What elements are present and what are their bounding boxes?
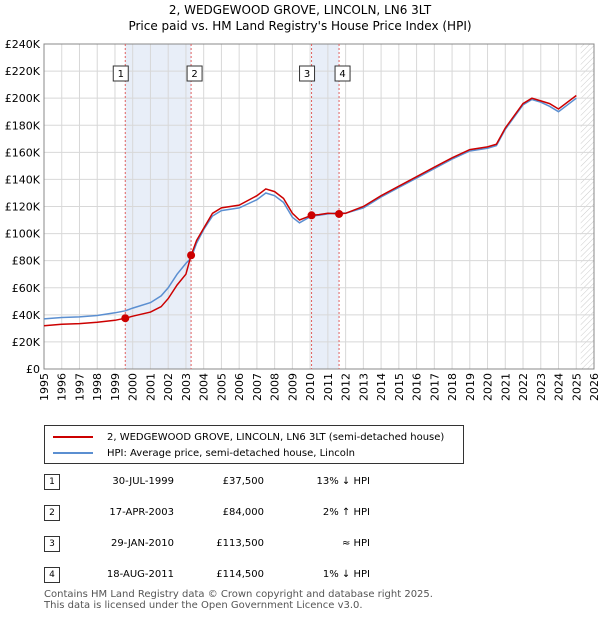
sale-row: 2 17-APR-2003 £84,000 2% ↑ HPI xyxy=(44,505,384,536)
legend-swatch-hpi xyxy=(53,452,93,454)
sale-point xyxy=(121,314,130,323)
sale-label-box xyxy=(186,65,203,82)
x-tick-label: 2010 xyxy=(304,373,317,401)
x-tick-label: 2023 xyxy=(535,373,548,401)
x-tick-label: 2015 xyxy=(393,373,406,401)
sale-price: £84,000 xyxy=(222,507,264,518)
sale-row: 3 29-JAN-2010 £113,500 ≈ HPI xyxy=(44,536,384,567)
x-tick-label: 2003 xyxy=(180,373,193,401)
legend-swatch-property xyxy=(53,436,93,438)
x-tick-label: 2026 xyxy=(588,373,600,401)
y-tick-label: £100K xyxy=(5,228,41,241)
y-tick-label: £200K xyxy=(5,92,41,105)
y-tick-label: £120K xyxy=(5,201,41,214)
title-line-1: 2, WEDGEWOOD GROVE, LINCOLN, LN6 3LT xyxy=(168,3,432,17)
x-tick-label: 1996 xyxy=(56,373,69,401)
sale-label-number: 4 xyxy=(339,69,345,80)
sale-number-badge: 3 xyxy=(44,536,60,552)
x-tick-label: 2006 xyxy=(233,373,246,401)
x-tick-label: 2011 xyxy=(322,373,335,401)
x-tick-label: 2004 xyxy=(198,373,211,401)
legend-item-property: 2, WEDGEWOOD GROVE, LINCOLN, LN6 3LT (se… xyxy=(53,430,444,444)
y-tick-label: £20K xyxy=(12,336,41,349)
sale-hpi-compare: 1% ↓ HPI xyxy=(322,569,370,580)
x-tick-label: 1998 xyxy=(91,373,104,401)
sale-date: 29-JAN-2010 xyxy=(110,538,174,549)
y-tick-label: £0 xyxy=(26,363,40,376)
y-tick-label: £60K xyxy=(12,282,41,295)
sale-label-number: 1 xyxy=(118,69,124,80)
y-tick-label: £80K xyxy=(12,255,41,268)
chart-title: 2, WEDGEWOOD GROVE, LINCOLN, LN6 3LT Pri… xyxy=(0,2,600,34)
x-tick-label: 2002 xyxy=(162,373,175,401)
sale-row: 4 18-AUG-2011 £114,500 1% ↓ HPI xyxy=(44,567,384,598)
sales-table: 1 30-JUL-1999 £37,500 13% ↓ HPI 2 17-APR… xyxy=(44,474,384,598)
x-tick-label: 2016 xyxy=(411,373,424,401)
y-tick-label: £140K xyxy=(5,173,41,186)
x-tick-label: 2018 xyxy=(446,373,459,401)
x-tick-label: 2017 xyxy=(428,373,441,401)
sale-price: £114,500 xyxy=(216,569,264,580)
sale-price: £37,500 xyxy=(222,476,264,487)
sale-hpi-compare: ≈ HPI xyxy=(341,538,370,549)
x-tick-label: 2005 xyxy=(215,373,228,401)
x-tick-label: 2024 xyxy=(553,373,566,401)
legend-label-hpi: HPI: Average price, semi-detached house,… xyxy=(107,447,356,459)
footer-line-1: Contains HM Land Registry data © Crown c… xyxy=(44,589,433,600)
y-tick-label: £240K xyxy=(5,38,41,51)
sale-row: 1 30-JUL-1999 £37,500 13% ↓ HPI xyxy=(44,474,384,505)
price-chart: £0 £20K £40K £60K £80K £100K £120K £140K £160K £1… xyxy=(5,38,600,401)
y-tick-label: £40K xyxy=(12,309,41,322)
x-tick-label: 2019 xyxy=(464,373,477,401)
x-tick-label: 2001 xyxy=(144,373,157,401)
sale-number-badge: 2 xyxy=(44,505,60,521)
sale-label-box xyxy=(112,65,129,82)
sale-point xyxy=(335,209,344,218)
sale-label-number: 3 xyxy=(304,69,310,80)
y-tick-label: £220K xyxy=(5,65,41,78)
x-tick-label: 2013 xyxy=(357,373,370,401)
x-tick-label: 2021 xyxy=(499,373,512,401)
x-tick-label: 2022 xyxy=(517,373,530,401)
x-tick-label: 2000 xyxy=(127,373,140,401)
footer-line-2: This data is licensed under the Open Gov… xyxy=(44,600,363,611)
sale-hpi-compare: 2% ↑ HPI xyxy=(322,507,370,518)
sale-point xyxy=(307,211,316,220)
y-tick-label: £180K xyxy=(5,119,41,132)
series-line xyxy=(43,94,577,327)
footer-attribution: Contains HM Land Registry data © Crown c… xyxy=(44,589,433,611)
sale-date: 18-AUG-2011 xyxy=(106,569,174,580)
x-tick-label: 2020 xyxy=(482,373,495,401)
x-tick-label: 2008 xyxy=(269,373,282,401)
title-line-2: Price paid vs. HM Land Registry's House … xyxy=(128,19,472,33)
x-tick-label: 1995 xyxy=(38,373,51,401)
plot-frame xyxy=(43,43,595,370)
sale-date: 30-JUL-1999 xyxy=(112,476,174,487)
sale-number-badge: 1 xyxy=(44,474,60,490)
sale-label-box xyxy=(299,65,316,82)
series-line xyxy=(43,97,577,320)
y-tick-label: £160K xyxy=(5,146,41,159)
sale-label-number: 2 xyxy=(191,69,197,80)
sale-hpi-compare: 13% ↓ HPI xyxy=(316,476,370,487)
sale-point xyxy=(187,251,196,260)
sale-label-box xyxy=(334,65,351,82)
legend-label-property: 2, WEDGEWOOD GROVE, LINCOLN, LN6 3LT (se… xyxy=(107,431,445,443)
sale-number-badge: 4 xyxy=(44,567,60,583)
x-tick-label: 2012 xyxy=(340,373,353,401)
sale-date: 17-APR-2003 xyxy=(109,507,174,518)
x-tick-label: 2025 xyxy=(570,373,583,401)
x-tick-label: 2009 xyxy=(286,373,299,401)
chart-legend: 2, WEDGEWOOD GROVE, LINCOLN, LN6 3LT (se… xyxy=(44,425,464,464)
x-tick-label: 1997 xyxy=(73,373,86,401)
x-tick-label: 2014 xyxy=(375,373,388,401)
sale-price: £113,500 xyxy=(216,538,264,549)
x-tick-label: 2007 xyxy=(251,373,264,401)
legend-item-hpi: HPI: Average price, semi-detached house,… xyxy=(53,446,355,460)
x-tick-label: 1999 xyxy=(109,373,122,401)
